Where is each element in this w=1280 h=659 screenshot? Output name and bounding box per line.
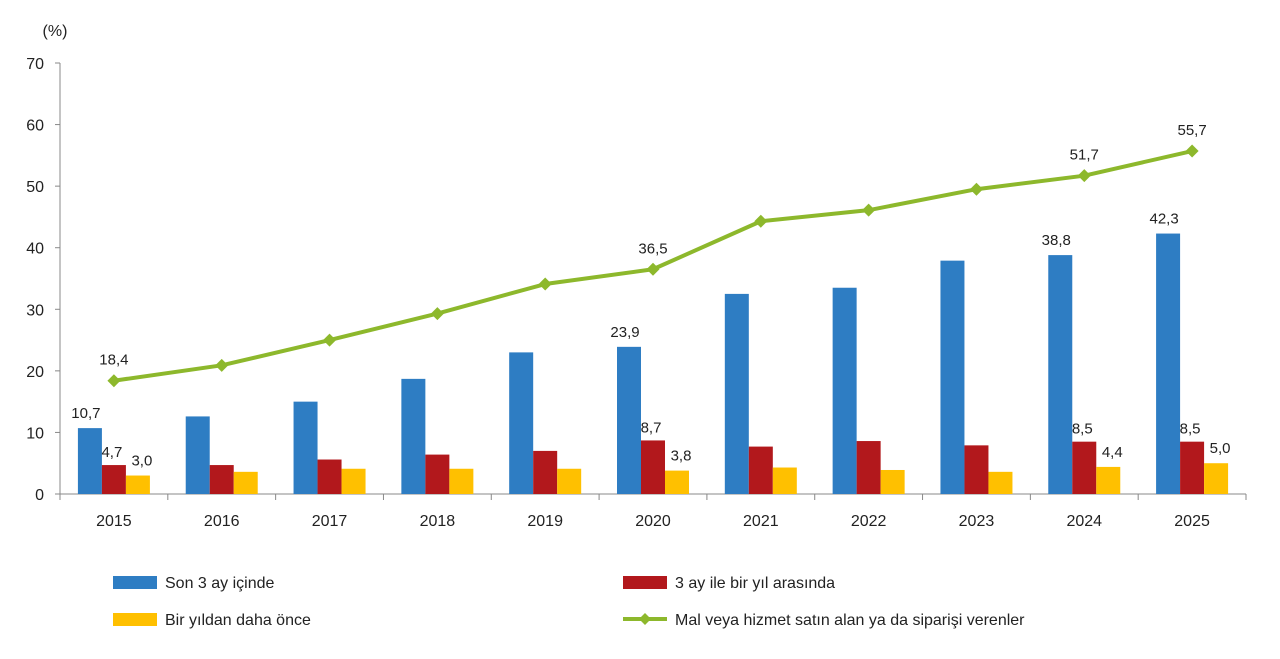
data-label: 4,4 xyxy=(1102,444,1123,461)
legend-swatch xyxy=(113,576,157,589)
bar-1 xyxy=(832,287,857,494)
y-tick-label: 40 xyxy=(26,241,44,258)
x-tick-label: 2015 xyxy=(96,513,132,530)
line-point xyxy=(754,214,768,228)
y-tick-label: 70 xyxy=(26,56,44,73)
bar-1 xyxy=(77,428,102,494)
bar-3 xyxy=(449,468,474,494)
data-label: 55,7 xyxy=(1177,122,1206,139)
line-point xyxy=(1185,144,1199,158)
line-point xyxy=(969,182,983,196)
data-label: 42,3 xyxy=(1149,211,1178,228)
bar-3 xyxy=(1204,463,1229,494)
bar-2 xyxy=(856,441,881,494)
bar-2 xyxy=(1072,441,1097,494)
bar-1 xyxy=(185,416,210,494)
line-point xyxy=(430,307,444,321)
bar-2 xyxy=(641,440,665,494)
x-tick-label: 2017 xyxy=(312,513,348,530)
data-label: 51,7 xyxy=(1070,147,1099,164)
bar-3 xyxy=(988,471,1013,494)
bar-2 xyxy=(964,445,989,494)
legend: Son 3 ay içinde 3 ay ile bir yıl arasında… xyxy=(113,575,1025,629)
data-label: 8,5 xyxy=(1072,421,1093,438)
x-tick-label: 2020 xyxy=(635,513,671,530)
x-tick-label: 2024 xyxy=(1066,513,1102,530)
bar-2 xyxy=(101,465,126,494)
line-point xyxy=(646,262,660,276)
line-series xyxy=(107,144,1199,388)
y-tick-label: 20 xyxy=(26,364,44,381)
data-label: 10,7 xyxy=(71,405,100,422)
x-tick-label: 2016 xyxy=(204,513,240,530)
bar-1 xyxy=(1156,233,1181,494)
data-label: 18,4 xyxy=(99,352,128,369)
bar-3 xyxy=(557,468,582,494)
x-tick-label: 2023 xyxy=(959,513,995,530)
line-point xyxy=(215,358,229,372)
bar-3 xyxy=(341,468,366,494)
legend-swatch xyxy=(623,576,667,589)
line-point xyxy=(1077,169,1091,183)
data-label: 36,5 xyxy=(638,240,667,257)
y-tick-label: 30 xyxy=(26,302,44,319)
y-unit-label: (%) xyxy=(43,23,68,40)
data-label: 8,5 xyxy=(1180,421,1201,438)
bar-2 xyxy=(425,454,450,494)
y-tick-label: 0 xyxy=(35,487,44,504)
x-tick-label: 2022 xyxy=(851,513,887,530)
legend-swatch xyxy=(113,613,157,626)
bar-3 xyxy=(880,469,905,494)
bar-1 xyxy=(401,378,426,494)
bars xyxy=(77,233,1229,494)
y-tick-label: 50 xyxy=(26,179,44,196)
data-label: 38,8 xyxy=(1042,232,1071,249)
data-label: 5,0 xyxy=(1210,440,1231,457)
bar-3 xyxy=(772,467,797,494)
data-label: 3,0 xyxy=(131,453,152,470)
legend-label: Bir yıldan daha önce xyxy=(165,612,311,629)
bar-2 xyxy=(209,465,234,494)
data-label: 23,9 xyxy=(610,324,639,341)
x-tick-label: 2021 xyxy=(743,513,779,530)
bar-1 xyxy=(724,293,749,494)
legend-label: Son 3 ay içinde xyxy=(165,575,275,592)
bar-1 xyxy=(617,346,641,494)
data-label: 8,7 xyxy=(641,419,662,436)
line-point xyxy=(323,333,337,347)
line-point xyxy=(107,374,121,388)
bar-2 xyxy=(317,459,342,494)
bar-1 xyxy=(940,260,965,494)
y-tick-label: 10 xyxy=(26,425,44,442)
data-label: 3,8 xyxy=(671,448,692,465)
legend-marker xyxy=(639,613,651,625)
bar-3 xyxy=(1096,466,1121,494)
bar-3 xyxy=(233,471,258,494)
legend-label: 3 ay ile bir yıl arasında xyxy=(675,575,835,592)
legend-label: Mal veya hizmet satın alan ya da sipariş… xyxy=(675,612,1025,629)
data-label: 4,7 xyxy=(101,444,122,461)
x-tick-label: 2018 xyxy=(420,513,456,530)
bar-3 xyxy=(665,470,689,494)
y-tick-label: 60 xyxy=(26,118,44,135)
line-point xyxy=(862,203,876,217)
bar-3 xyxy=(125,475,150,494)
line-point xyxy=(538,277,552,291)
data-labels: 10,7 4,7 3,0 18,4 23,9 8,7 3,8 36,5 38,8 8,5 4,4 51… xyxy=(71,122,1230,469)
bar-1 xyxy=(509,352,534,494)
x-tick-label: 2019 xyxy=(527,513,563,530)
x-tick-label: 2025 xyxy=(1174,513,1210,530)
bar-1 xyxy=(293,401,318,494)
bar-2 xyxy=(533,450,558,494)
bar-1 xyxy=(1048,255,1073,494)
bar-2 xyxy=(1180,441,1205,494)
bar-2 xyxy=(748,446,773,494)
